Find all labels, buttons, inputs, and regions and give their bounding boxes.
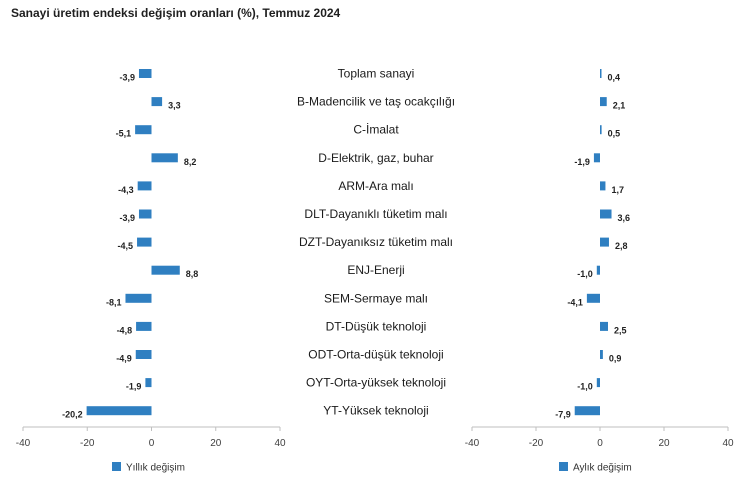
right-x-tick-label: 20	[658, 438, 670, 449]
right-bar	[574, 406, 600, 416]
chart-title: Sanayi üretim endeksi değişim oranları (…	[11, 6, 341, 20]
left-x-tick-label: -20	[80, 438, 95, 449]
right-legend-swatch	[559, 462, 568, 471]
left-bar	[151, 97, 163, 107]
left-bar	[125, 293, 152, 303]
category-label: DT-Düşük teknoloji	[326, 319, 427, 333]
left-bar	[137, 181, 152, 191]
right-data-label: 2,1	[613, 101, 626, 111]
right-x-tick-label: -20	[529, 438, 544, 449]
right-bar	[596, 265, 600, 275]
left-data-label: 8,8	[186, 269, 199, 279]
right-data-label: 0,9	[609, 354, 622, 364]
right-bar	[593, 153, 600, 163]
left-bar	[151, 153, 178, 163]
category-label: ENJ-Enerji	[347, 263, 404, 277]
category-label: C-İmalat	[353, 123, 399, 137]
left-bar	[135, 350, 152, 359]
right-bar	[600, 321, 608, 331]
left-data-label: -4,3	[118, 185, 134, 195]
right-data-label: -1,0	[577, 269, 593, 279]
left-data-label: -5,1	[116, 129, 132, 139]
right-bar	[600, 97, 607, 107]
right-data-label: 0,4	[608, 73, 621, 83]
right-data-label: 1,7	[611, 185, 624, 195]
left-bar	[151, 265, 180, 275]
right-bar	[600, 125, 602, 135]
right-x-tick-label: 0	[597, 438, 603, 449]
left-data-label: -4,5	[118, 241, 134, 251]
left-legend-label: Yıllık değişim	[126, 463, 185, 474]
left-legend-swatch	[112, 462, 121, 471]
right-data-label: -1,9	[574, 157, 590, 167]
left-data-label: -20,2	[62, 410, 83, 420]
right-x-tick-label: 40	[722, 438, 734, 449]
category-label: ARM-Ara malı	[338, 179, 413, 193]
category-label: D-Elektrik, gaz, buhar	[318, 151, 433, 165]
right-bar	[600, 181, 606, 191]
category-label: Toplam sanayi	[338, 67, 415, 81]
right-bar	[600, 209, 612, 219]
category-label: B-Madencilik ve taş ocakçılığı	[297, 95, 455, 109]
right-x-tick-label: -40	[465, 438, 480, 449]
category-label: DLT-Dayanıklı tüketim malı	[304, 207, 447, 221]
left-bar	[136, 321, 152, 331]
right-bar	[586, 293, 600, 303]
category-label: ODT-Orta-düşük teknoloji	[308, 348, 443, 362]
right-data-label: -7,9	[555, 410, 571, 420]
right-data-label: 2,5	[614, 325, 627, 335]
category-label: SEM-Sermaye malı	[324, 291, 428, 305]
right-legend-label: Aylık değişim	[573, 463, 632, 474]
right-bar	[596, 378, 600, 388]
left-bar	[137, 237, 152, 247]
left-data-label: 8,2	[184, 157, 197, 167]
left-data-label: -1,9	[126, 382, 142, 392]
right-data-label: 0,5	[608, 129, 621, 139]
left-data-label: -8,1	[106, 297, 122, 307]
left-data-label: -3,9	[119, 213, 135, 223]
right-data-label: -1,0	[577, 382, 593, 392]
left-bar	[86, 406, 152, 416]
left-x-tick-label: 40	[274, 438, 286, 449]
right-data-label: -4,1	[567, 297, 583, 307]
right-data-label: 3,6	[618, 213, 631, 223]
left-x-tick-label: -40	[16, 438, 31, 449]
left-x-tick-label: 0	[149, 438, 155, 449]
left-data-label: -3,9	[119, 73, 135, 83]
right-bar	[600, 237, 609, 247]
right-bar	[600, 350, 603, 359]
left-x-tick-label: 20	[210, 438, 222, 449]
right-bar	[600, 69, 602, 78]
left-bar	[145, 378, 152, 388]
left-data-label: 3,3	[168, 101, 181, 111]
category-label: DZT-Dayanıksız tüketim malı	[299, 235, 453, 249]
right-data-label: 2,8	[615, 241, 628, 251]
category-label: OYT-Orta-yüksek teknoloji	[306, 376, 446, 390]
left-bar	[138, 209, 152, 219]
left-data-label: -4,8	[117, 325, 133, 335]
left-bar	[135, 125, 152, 135]
left-bar	[138, 69, 152, 78]
left-data-label: -4,9	[116, 354, 132, 364]
category-label: YT-Yüksek teknoloji	[323, 404, 428, 418]
